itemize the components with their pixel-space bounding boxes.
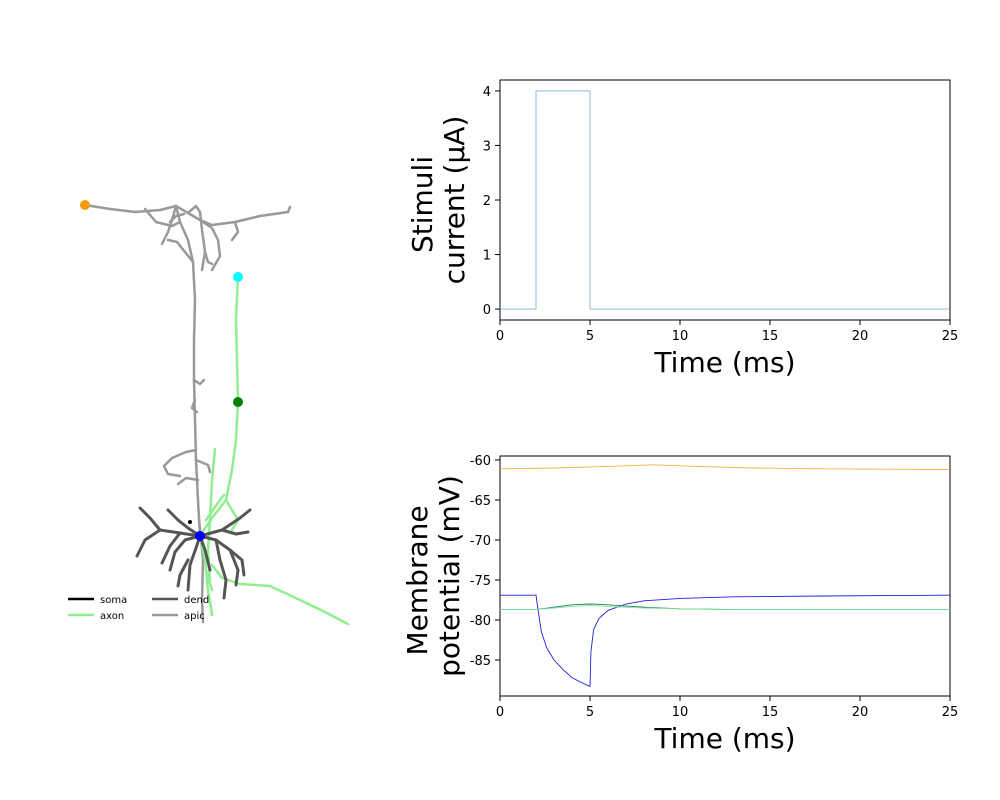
recording-marker-axon-mid xyxy=(233,397,243,407)
legend-label-dend: dend xyxy=(184,595,209,606)
y-tick-label: 1 xyxy=(483,249,491,264)
morphology-legend: soma axon dend apic xyxy=(68,595,209,622)
y-tick-label: -60 xyxy=(470,454,491,469)
y-tick-label: 3 xyxy=(483,139,491,154)
plot-area-frame xyxy=(499,455,951,697)
x-tick-label: 25 xyxy=(942,329,959,344)
x-tick-label: 15 xyxy=(762,329,779,344)
x-tick-label: 0 xyxy=(496,329,504,344)
recording-marker-apical-tip xyxy=(80,200,90,210)
y-tick-label: -65 xyxy=(470,494,491,509)
legend-label-axon: axon xyxy=(100,611,124,622)
y-tick-label: -75 xyxy=(470,574,491,589)
series-group xyxy=(499,464,951,688)
series-line-3 xyxy=(500,605,950,611)
y-axis-label: Stimuli current (μA) xyxy=(406,116,471,285)
y-tick-label: 2 xyxy=(483,194,491,209)
x-tick-label: 25 xyxy=(942,705,959,720)
x-tick-label: 0 xyxy=(496,705,504,720)
y-axis-label: Membrane potential (mV) xyxy=(401,475,466,677)
x-axis-label: Time (ms) xyxy=(653,346,795,379)
soma-point xyxy=(188,520,192,524)
legend-label-soma: soma xyxy=(100,595,127,606)
series-line-0 xyxy=(500,90,950,310)
y-tick-label: -70 xyxy=(470,534,491,549)
y-tick-label: 0 xyxy=(483,303,491,318)
y-axis-label-line-1: Membrane xyxy=(401,505,434,655)
series-group xyxy=(500,90,950,310)
x-tick-label: 15 xyxy=(762,705,779,720)
y-axis-label-line-2: current (μA) xyxy=(438,116,471,285)
x-tick-label: 20 xyxy=(852,705,869,720)
tick-marks: 0 5 10 15 20 25 0 1 2 3 4 xyxy=(483,85,959,344)
y-axis-label-line-2: potential (mV) xyxy=(433,475,466,677)
y-tick-label: -80 xyxy=(470,614,491,629)
x-tick-label: 5 xyxy=(586,705,594,720)
stimulus-current-chart: 0 5 10 15 20 25 0 1 2 3 4 Time (ms) Stimuli curren… xyxy=(406,79,959,379)
membrane-potential-chart: 0 5 10 15 20 25 -85 -80 -75 -70 -65 -60 Time (ms) M… xyxy=(401,454,958,755)
y-axis-label-line-1: Stimuli xyxy=(406,156,439,253)
x-tick-label: 10 xyxy=(672,329,689,344)
recording-marker-axon-tip xyxy=(233,272,243,282)
x-tick-label: 10 xyxy=(672,705,689,720)
legend-label-apic: apic xyxy=(184,611,205,622)
series-line-1 xyxy=(500,594,951,688)
plot-area-frame xyxy=(499,79,951,321)
tick-marks: 0 5 10 15 20 25 -85 -80 -75 -70 -65 -60 xyxy=(470,454,959,720)
series-line-0 xyxy=(499,464,951,471)
x-tick-label: 5 xyxy=(586,329,594,344)
basal-dendrites xyxy=(135,506,252,600)
apical-dendrites xyxy=(83,203,292,624)
neuron-morphology xyxy=(80,200,350,626)
y-tick-label: -85 xyxy=(470,654,491,669)
x-axis-label: Time (ms) xyxy=(653,722,795,755)
recording-marker-soma xyxy=(195,531,205,541)
y-tick-label: 4 xyxy=(483,85,491,100)
x-tick-label: 20 xyxy=(852,329,869,344)
